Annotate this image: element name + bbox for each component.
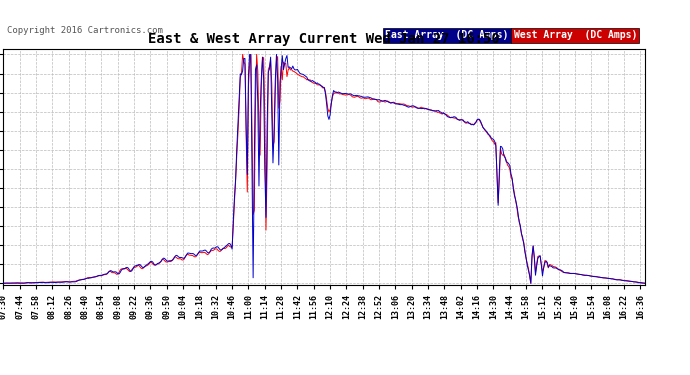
Title: East & West Array Current Wed Jan 27 16:50: East & West Array Current Wed Jan 27 16:… [148, 32, 500, 46]
Text: West Array  (DC Amps): West Array (DC Amps) [513, 30, 637, 40]
Text: Copyright 2016 Cartronics.com: Copyright 2016 Cartronics.com [7, 26, 163, 35]
Text: East Array  (DC Amps): East Array (DC Amps) [385, 30, 509, 40]
